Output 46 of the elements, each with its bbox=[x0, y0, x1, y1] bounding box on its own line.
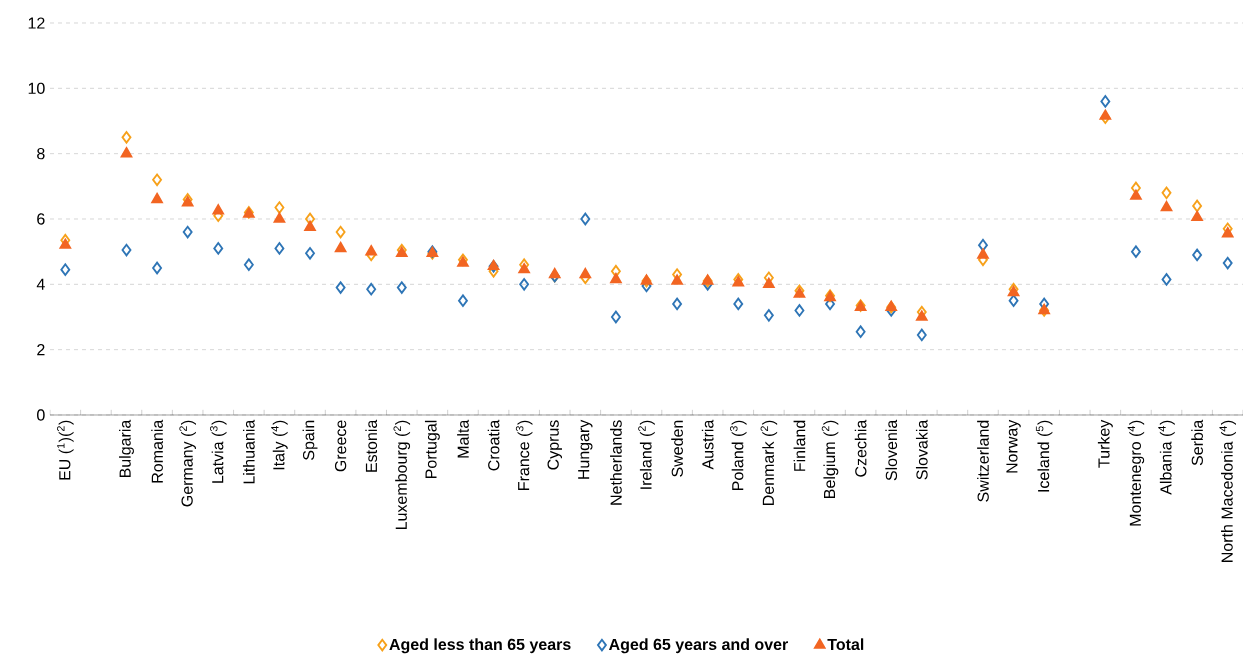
x-tick-label: Portugal bbox=[424, 420, 440, 478]
x-tick-label: Austria bbox=[701, 419, 714, 470]
x-tick-label: Luxembourg ($^{2}$) bbox=[393, 420, 411, 530]
legend-label: Total bbox=[827, 638, 864, 651]
x-tick-label: Bulgaria bbox=[119, 419, 134, 478]
x-tick-label: Montenegro ($^{4}$) bbox=[1127, 420, 1145, 526]
x-tick-label: Albania ($^{4}$) bbox=[1158, 420, 1175, 495]
x-tick-label: Netherlands bbox=[610, 420, 622, 505]
x-tick-label: Estonia bbox=[365, 419, 378, 472]
x-tick-label: Poland ($^{3}$) bbox=[729, 420, 747, 490]
x-tick-label: Greece bbox=[334, 420, 347, 472]
x-tick-label: Iceland ($^{5}$) bbox=[1035, 420, 1053, 492]
x-tick-label: Czechia bbox=[854, 419, 867, 477]
x-tick-label: Lithuania bbox=[242, 419, 255, 484]
x-tick-label: Germany ($^{2}$) bbox=[179, 420, 196, 507]
y-tick-label: 8 bbox=[37, 148, 45, 160]
x-tick-label: Croatia bbox=[487, 419, 500, 471]
x-tick-label: France ($^{3}$) bbox=[515, 420, 533, 490]
x-tick-label: Ireland ($^{2}$) bbox=[638, 420, 655, 489]
x-tick-label: Romania bbox=[151, 419, 163, 483]
x-tick-label: Turkey bbox=[1097, 419, 1113, 468]
x-tick-label: Norway bbox=[1006, 419, 1021, 473]
x-tick-label: North Macedonia ($^{4}$) bbox=[1219, 420, 1236, 562]
x-tick-label: Finland bbox=[793, 420, 806, 471]
x-tick-label: Switzerland bbox=[977, 420, 989, 502]
x-tick-label: Slovakia bbox=[915, 419, 928, 480]
y-tick-label: 2 bbox=[37, 344, 45, 356]
y-tick-label: 12 bbox=[28, 17, 45, 29]
x-tick-label: Hungary bbox=[578, 419, 593, 479]
x-tick-label: EU ($^{1}$)($^{2}$) bbox=[57, 420, 74, 480]
legend-label: Aged 65 years and over bbox=[609, 638, 788, 654]
x-tick-label: Cyprus bbox=[547, 420, 562, 470]
x-tick-label: Italy ($^{4}$) bbox=[271, 420, 288, 470]
x-tick-label: Latvia ($^{3}$) bbox=[209, 420, 227, 483]
y-tick-label: 10 bbox=[28, 82, 45, 94]
x-tick-label: Denmark ($^{2}$) bbox=[760, 420, 778, 505]
x-tick-label: Spain bbox=[302, 420, 318, 460]
x-tick-label: Slovenia bbox=[885, 419, 898, 481]
y-tick-label: 4 bbox=[36, 278, 45, 290]
y-tick-label: 0 bbox=[37, 409, 45, 421]
x-tick-label: Sweden bbox=[671, 420, 683, 477]
x-tick-label: Belgium ($^{2}$) bbox=[821, 420, 839, 498]
x-tick-label: Serbia bbox=[1191, 419, 1203, 466]
y-tick-label: 6 bbox=[37, 213, 45, 225]
x-tick-label: Malta bbox=[457, 419, 469, 458]
legend-label: Aged less than 65 years bbox=[389, 638, 571, 654]
